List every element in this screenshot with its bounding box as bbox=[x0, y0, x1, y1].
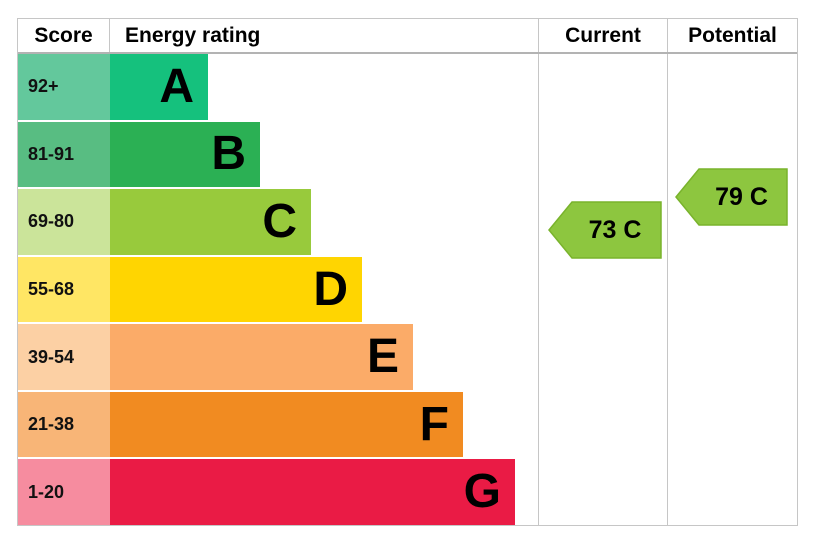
band-letter: G bbox=[463, 465, 501, 519]
band-letter: F bbox=[419, 397, 449, 451]
band-row: 21-38 F bbox=[18, 391, 797, 458]
band-row: 1-20 G bbox=[18, 459, 797, 526]
band-row: 55-68 D bbox=[18, 256, 797, 323]
current-rating-arrow: 73 C bbox=[548, 201, 662, 259]
score-range-cell: 21-38 bbox=[18, 391, 110, 458]
band-letter: A bbox=[159, 59, 194, 113]
band-bar: D bbox=[110, 256, 362, 323]
score-range-cell: 92+ bbox=[18, 54, 110, 120]
score-range-cell: 1-20 bbox=[18, 459, 110, 526]
current-column-divider bbox=[538, 54, 539, 525]
current-rating-value: 73 C bbox=[588, 215, 642, 244]
score-range-cell: 81-91 bbox=[18, 121, 110, 188]
table-header-row: Score Energy rating Current Potential bbox=[18, 19, 797, 54]
header-score: Score bbox=[18, 19, 110, 52]
left-arrow-icon bbox=[548, 201, 662, 259]
band-bar: G bbox=[110, 459, 515, 526]
band-letter: B bbox=[211, 127, 246, 181]
potential-rating-arrow: 79 C bbox=[675, 168, 788, 226]
header-energy-rating: Energy rating bbox=[125, 23, 261, 47]
band-rows-container: 92+ A 81-91 B 69-80 C 55-68 D 39-54 E 21… bbox=[18, 54, 797, 526]
left-arrow-icon bbox=[675, 168, 788, 226]
band-letter: C bbox=[262, 194, 297, 248]
potential-rating-value: 79 C bbox=[715, 182, 768, 211]
band-row: 69-80 C bbox=[18, 189, 797, 255]
band-bar: A bbox=[110, 54, 208, 120]
band-bar: E bbox=[110, 324, 413, 390]
header-current: Current bbox=[538, 19, 667, 52]
score-range-cell: 55-68 bbox=[18, 256, 110, 323]
score-range-cell: 69-80 bbox=[18, 189, 110, 255]
band-row: 81-91 B bbox=[18, 121, 797, 188]
band-row: 39-54 E bbox=[18, 324, 797, 390]
header-potential: Potential bbox=[667, 19, 797, 52]
band-row: 92+ A bbox=[18, 54, 797, 120]
potential-column-divider bbox=[667, 54, 668, 525]
epc-table: Score Energy rating Current Potential 92… bbox=[17, 18, 798, 526]
band-bar: C bbox=[110, 189, 311, 255]
band-letter: D bbox=[313, 262, 348, 316]
band-bar: B bbox=[110, 121, 260, 188]
band-letter: E bbox=[366, 330, 399, 384]
band-bar: F bbox=[110, 391, 463, 458]
score-range-cell: 39-54 bbox=[18, 324, 110, 390]
